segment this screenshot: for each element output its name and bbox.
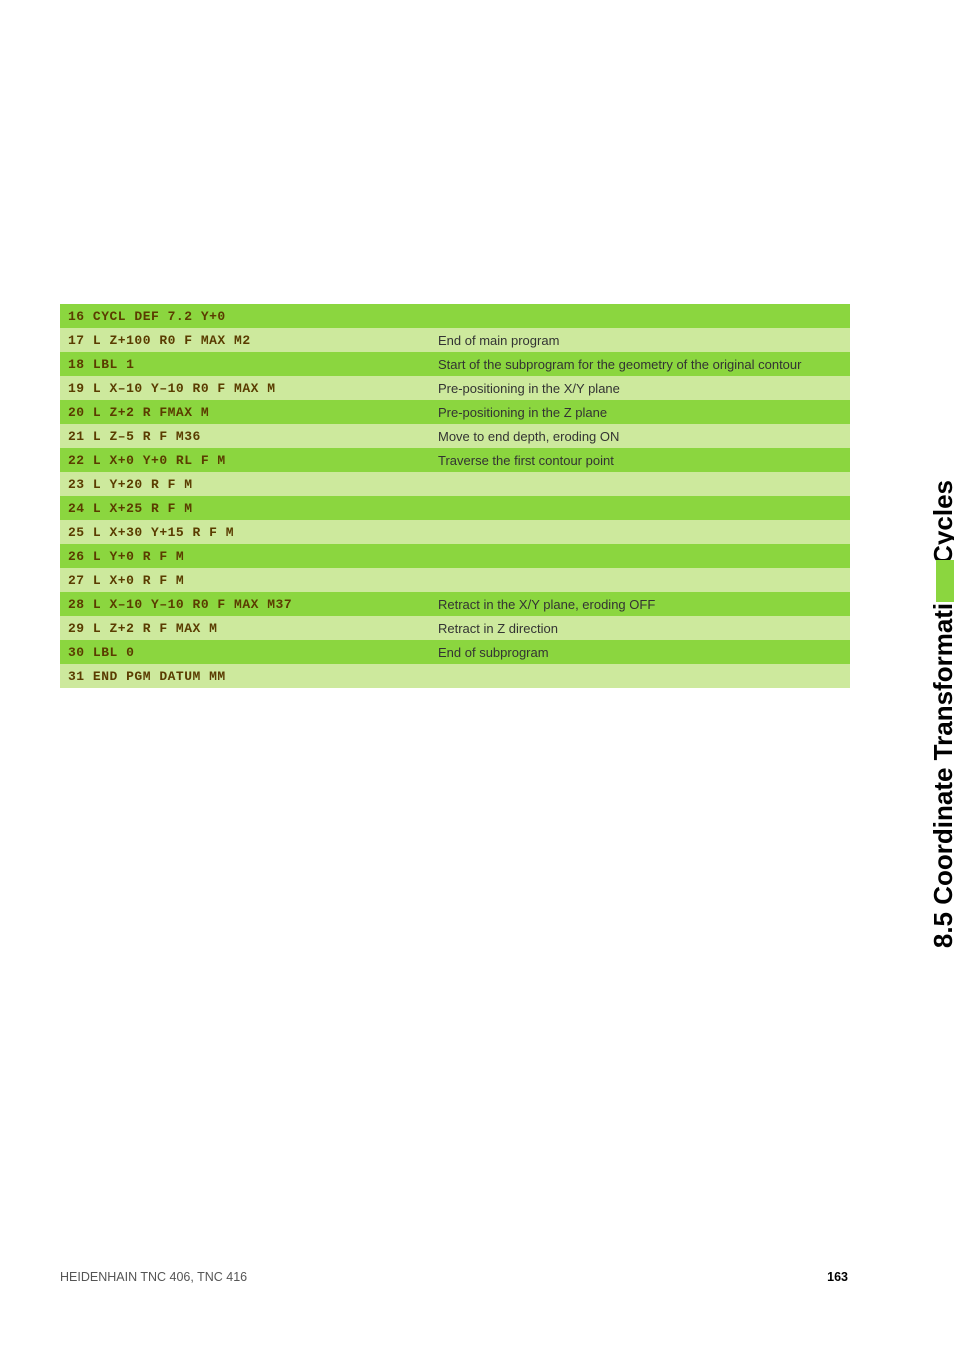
code-cell: 18 LBL 1 — [60, 352, 430, 376]
desc-cell — [430, 496, 850, 520]
table-row: 24 L X+25 R F M — [60, 496, 850, 520]
desc-cell — [430, 664, 850, 688]
desc-cell: Pre-positioning in the X/Y plane — [430, 376, 850, 400]
code-cell: 17 L Z+100 R0 F MAX M2 — [60, 328, 430, 352]
desc-cell: Move to end depth, eroding ON — [430, 424, 850, 448]
code-cell: 20 L Z+2 R FMAX M — [60, 400, 430, 424]
table-row: 17 L Z+100 R0 F MAX M2End of main progra… — [60, 328, 850, 352]
table-row: 21 L Z–5 R F M36Move to end depth, erodi… — [60, 424, 850, 448]
code-cell: 23 L Y+20 R F M — [60, 472, 430, 496]
code-table: 16 CYCL DEF 7.2 Y+017 L Z+100 R0 F MAX M… — [60, 304, 850, 688]
table-row: 28 L X–10 Y–10 R0 F MAX M37Retract in th… — [60, 592, 850, 616]
code-cell: 21 L Z–5 R F M36 — [60, 424, 430, 448]
desc-cell: Start of the subprogram for the geometry… — [430, 352, 850, 376]
code-cell: 31 END PGM DATUM MM — [60, 664, 430, 688]
table-row: 19 L X–10 Y–10 R0 F MAX MPre-positioning… — [60, 376, 850, 400]
desc-cell — [430, 472, 850, 496]
table-row: 31 END PGM DATUM MM — [60, 664, 850, 688]
desc-cell: Retract in the X/Y plane, eroding OFF — [430, 592, 850, 616]
table-row: 22 L X+0 Y+0 RL F MTraverse the first co… — [60, 448, 850, 472]
table-row: 20 L Z+2 R FMAX MPre-positioning in the … — [60, 400, 850, 424]
side-accent-tab — [936, 560, 954, 602]
footer-page-number: 163 — [827, 1270, 848, 1284]
table-row: 27 L X+0 R F M — [60, 568, 850, 592]
section-title: 8.5 Coordinate Transformation Cycles — [928, 480, 954, 948]
desc-cell — [430, 520, 850, 544]
desc-cell — [430, 568, 850, 592]
code-cell: 22 L X+0 Y+0 RL F M — [60, 448, 430, 472]
desc-cell — [430, 304, 850, 328]
table-row: 23 L Y+20 R F M — [60, 472, 850, 496]
code-cell: 16 CYCL DEF 7.2 Y+0 — [60, 304, 430, 328]
table-row: 29 L Z+2 R F MAX MRetract in Z direction — [60, 616, 850, 640]
desc-cell: End of subprogram — [430, 640, 850, 664]
desc-cell: Retract in Z direction — [430, 616, 850, 640]
table-row: 25 L X+30 Y+15 R F M — [60, 520, 850, 544]
code-cell: 28 L X–10 Y–10 R0 F MAX M37 — [60, 592, 430, 616]
desc-cell — [430, 544, 850, 568]
table-row: 30 LBL 0End of subprogram — [60, 640, 850, 664]
table-row: 26 L Y+0 R F M — [60, 544, 850, 568]
code-cell: 26 L Y+0 R F M — [60, 544, 430, 568]
code-table-body: 16 CYCL DEF 7.2 Y+017 L Z+100 R0 F MAX M… — [60, 304, 850, 688]
page: 8.5 Coordinate Transformation Cycles 16 … — [0, 0, 954, 1348]
desc-cell: End of main program — [430, 328, 850, 352]
code-cell: 30 LBL 0 — [60, 640, 430, 664]
code-cell: 25 L X+30 Y+15 R F M — [60, 520, 430, 544]
desc-cell: Pre-positioning in the Z plane — [430, 400, 850, 424]
table-row: 16 CYCL DEF 7.2 Y+0 — [60, 304, 850, 328]
code-cell: 24 L X+25 R F M — [60, 496, 430, 520]
desc-cell: Traverse the first contour point — [430, 448, 850, 472]
code-cell: 19 L X–10 Y–10 R0 F MAX M — [60, 376, 430, 400]
code-cell: 27 L X+0 R F M — [60, 568, 430, 592]
footer-product: HEIDENHAIN TNC 406, TNC 416 — [60, 1270, 247, 1284]
table-row: 18 LBL 1Start of the subprogram for the … — [60, 352, 850, 376]
code-cell: 29 L Z+2 R F MAX M — [60, 616, 430, 640]
